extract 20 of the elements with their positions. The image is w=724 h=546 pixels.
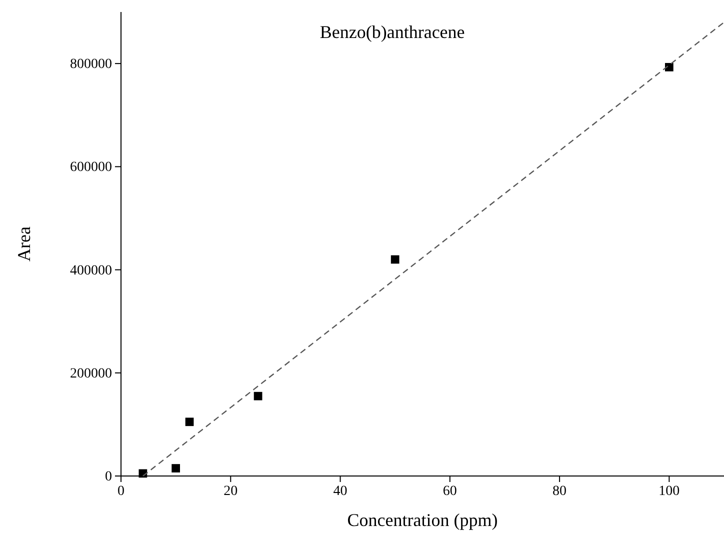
y-axis-title: Area	[14, 226, 34, 262]
point	[665, 62, 674, 72]
x-axis-title: Concentration (ppm)	[347, 510, 498, 530]
y-tick-label: 200000	[70, 366, 112, 382]
x-tick-label: 0	[118, 484, 124, 499]
point	[138, 469, 148, 478]
x-tick-label: 60	[442, 484, 457, 499]
x-tick-label: 20	[224, 484, 238, 499]
point	[172, 464, 180, 472]
y-tick-label: 600000	[70, 160, 112, 176]
x-tick-label: 40	[333, 484, 348, 499]
text: Benzo(b)anthracene	[320, 22, 465, 42]
x-tick-label: 80	[552, 484, 567, 499]
point	[390, 255, 400, 264]
point	[185, 418, 194, 426]
y-tick-label: 800000	[70, 57, 112, 72]
y-tick-label: 400000	[70, 263, 112, 278]
x-tick-label: 100	[658, 484, 680, 499]
point	[254, 392, 262, 400]
y-tick-label: 0	[105, 469, 112, 484]
